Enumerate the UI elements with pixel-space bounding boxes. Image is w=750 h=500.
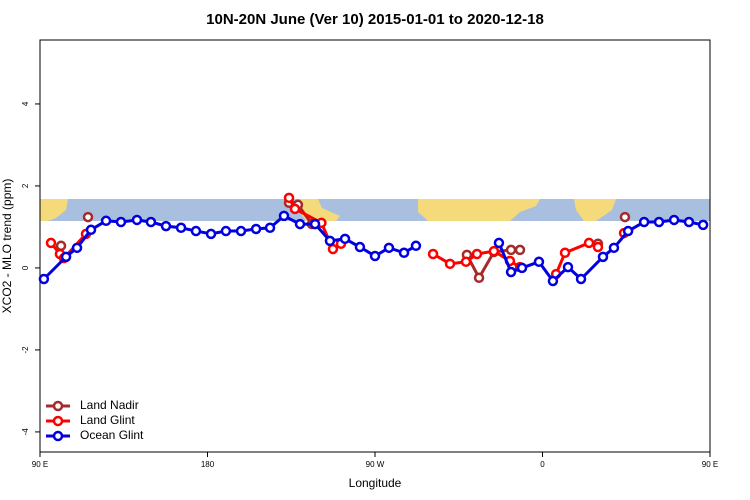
data-point	[175, 222, 187, 234]
y-tick-label: 4	[21, 101, 30, 106]
y-axis-label: XCO2 - MLO trend (ppm)	[0, 179, 14, 314]
x-tick-label: 180	[201, 460, 215, 469]
data-point	[562, 261, 574, 273]
data-point	[369, 250, 381, 262]
data-point	[131, 214, 143, 226]
data-point	[283, 192, 295, 204]
data-point	[460, 256, 472, 268]
data-point	[533, 256, 545, 268]
data-point	[444, 258, 456, 270]
data-point	[505, 266, 517, 278]
data-point	[583, 237, 595, 249]
data-point	[516, 262, 528, 274]
data-point	[575, 273, 587, 285]
data-point	[427, 248, 439, 260]
data-point	[85, 224, 97, 236]
x-tick-label: 90 W	[366, 460, 385, 469]
legend-label: Land Nadir	[80, 398, 139, 412]
data-point	[71, 242, 83, 254]
x-tick-label: 90 E	[702, 460, 718, 469]
data-point	[638, 216, 650, 228]
data-point	[473, 272, 485, 284]
data-point	[683, 216, 695, 228]
data-point	[597, 251, 609, 263]
x-tick-label: 90 E	[32, 460, 48, 469]
y-tick-label: -2	[21, 346, 30, 354]
data-point	[264, 222, 276, 234]
data-point	[38, 273, 50, 285]
data-point	[339, 233, 351, 245]
data-point	[398, 247, 410, 259]
data-point	[235, 225, 247, 237]
data-point	[559, 247, 571, 259]
data-point	[278, 210, 290, 222]
data-point	[354, 241, 366, 253]
data-point	[622, 225, 634, 237]
x-tick-label: 0	[540, 460, 545, 469]
data-point	[592, 241, 604, 253]
data-point	[505, 244, 517, 256]
series-line	[42, 214, 704, 284]
data-point	[327, 243, 339, 255]
data-point	[289, 203, 301, 215]
data-point	[668, 214, 680, 226]
data-point	[100, 215, 112, 227]
data-point	[250, 223, 262, 235]
data-point	[653, 216, 665, 228]
data-point	[488, 245, 500, 257]
data-point	[45, 237, 57, 249]
y-tick-label: -4	[21, 428, 30, 436]
y-tick-label: 0	[21, 265, 30, 270]
data-point	[190, 225, 202, 237]
data-point	[383, 242, 395, 254]
y-tick-label: 2	[21, 183, 30, 188]
data-point	[145, 216, 157, 228]
data-point	[493, 237, 505, 249]
x-axis-label: Longitude	[349, 476, 402, 490]
data-point	[324, 235, 336, 247]
chart-title: 10N-20N June (Ver 10) 2015-01-01 to 2020…	[206, 11, 544, 28]
legend-marker	[52, 400, 64, 412]
data-point	[115, 216, 127, 228]
data-point	[697, 219, 709, 231]
data-point	[608, 242, 620, 254]
legend-label: Land Glint	[80, 413, 135, 427]
data-point	[294, 218, 306, 230]
data-point	[309, 218, 321, 230]
data-point	[619, 211, 631, 223]
data-point	[514, 244, 526, 256]
data-point	[55, 240, 67, 252]
data-point	[82, 211, 94, 223]
data-point	[60, 251, 72, 263]
legend-marker	[52, 415, 64, 427]
data-point	[410, 240, 422, 252]
legend-label: Ocean Glint	[80, 428, 144, 442]
data-point	[160, 220, 172, 232]
data-point	[220, 225, 232, 237]
legend-marker	[52, 430, 64, 442]
data-point	[547, 275, 559, 287]
data-point	[205, 228, 217, 240]
data-point	[471, 248, 483, 260]
map-strip	[40, 199, 710, 221]
